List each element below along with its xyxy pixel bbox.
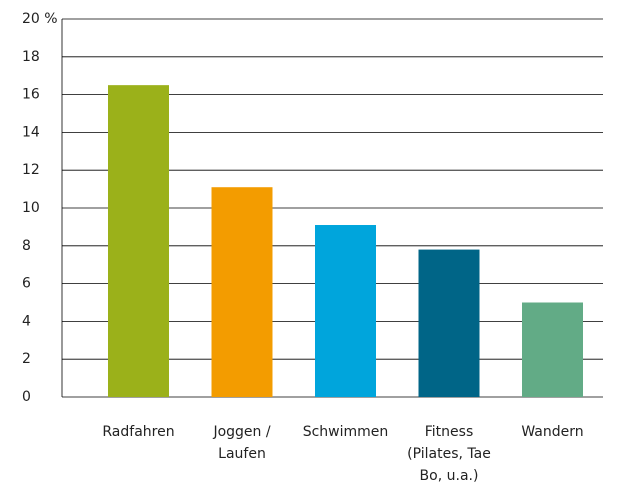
y-tick-label: 6 xyxy=(22,276,31,292)
bar xyxy=(108,85,169,398)
x-tick-label: Joggen / Laufen xyxy=(213,424,271,462)
y-tick-label: 18 xyxy=(22,49,40,65)
y-tick-label: 8 xyxy=(22,238,31,254)
x-tick-label: Radfahren xyxy=(102,424,175,440)
y-tick-label: 0 xyxy=(22,389,31,405)
bar xyxy=(211,187,273,397)
y-tick-label: 14 xyxy=(22,124,40,140)
y-tick-label: 2 xyxy=(22,351,31,367)
x-tick-label: Schwimmen xyxy=(302,424,389,440)
x-tick-label: Fitness (Pilates, Tae Bo, u.a.) xyxy=(407,424,491,484)
y-tick-label: 10 xyxy=(22,200,40,216)
bar xyxy=(315,225,376,397)
x-tick-label: Wandern xyxy=(521,424,584,440)
bar xyxy=(418,249,480,397)
y-tick-label: 16 xyxy=(22,87,40,103)
y-tick-label: 20 % xyxy=(22,11,58,27)
y-tick-label: 4 xyxy=(22,313,31,329)
bar xyxy=(522,302,583,397)
y-tick-label: 12 xyxy=(22,162,40,178)
